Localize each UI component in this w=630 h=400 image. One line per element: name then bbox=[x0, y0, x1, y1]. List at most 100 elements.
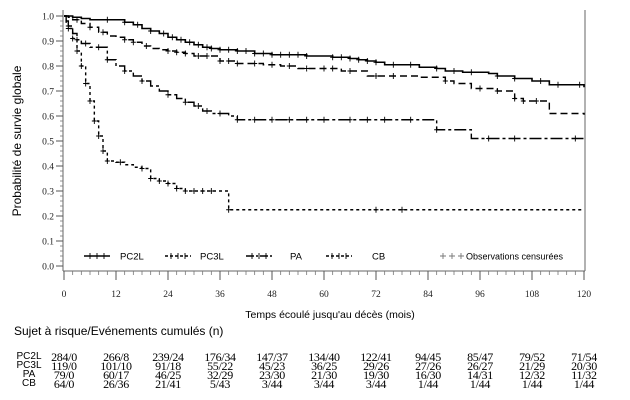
x-tick-label: 60 bbox=[319, 290, 329, 300]
censor-mark bbox=[408, 61, 414, 68]
legend-item-pc3l: PC3L bbox=[165, 252, 224, 263]
censor-mark bbox=[195, 53, 201, 59]
risk-cell: 79/52 bbox=[519, 350, 545, 364]
censor-mark bbox=[200, 188, 206, 194]
censor-mark bbox=[252, 116, 258, 123]
censor-mark bbox=[304, 65, 310, 72]
censor-mark bbox=[252, 60, 258, 67]
censor-mark bbox=[533, 98, 539, 104]
x-tick-label: 12 bbox=[111, 290, 121, 300]
x-tick-label: 120 bbox=[577, 290, 592, 300]
censor-mark bbox=[161, 30, 167, 37]
y-tick-label: 0.6 bbox=[42, 113, 54, 123]
risk-table-title: Sujet à risque/Evénements cumulés (n) bbox=[14, 324, 224, 338]
risk-cell: 1/44 bbox=[417, 377, 439, 391]
censor-mark bbox=[178, 36, 184, 43]
risk-cell: 60/17 bbox=[103, 368, 129, 382]
plot-frame bbox=[62, 10, 586, 272]
x-axis: 0 12 24 36 48 60 72 84 96 108 120 bbox=[62, 271, 592, 300]
censor-mark bbox=[234, 116, 240, 123]
censor-mark bbox=[139, 165, 145, 172]
censor-mark bbox=[65, 25, 71, 32]
censor-mark bbox=[91, 118, 97, 124]
censor-mark bbox=[204, 53, 210, 59]
risk-cell: 1/44 bbox=[469, 377, 491, 391]
risk-cell: 122/41 bbox=[360, 350, 392, 364]
censor-mark bbox=[104, 16, 110, 23]
risk-cell: 1/44 bbox=[573, 377, 595, 391]
censor-mark bbox=[226, 206, 232, 213]
censor-mark bbox=[269, 116, 275, 123]
censor-mark bbox=[70, 35, 76, 42]
censor-mark bbox=[217, 46, 223, 53]
risk-cell: 3/44 bbox=[365, 377, 387, 391]
legend-censored-label: Observations censurées bbox=[466, 252, 564, 262]
y-tick-label: 0.5 bbox=[42, 138, 54, 148]
censor-mark bbox=[512, 95, 518, 102]
censored-plus-icon bbox=[440, 253, 446, 259]
censor-mark bbox=[174, 185, 180, 192]
risk-cell: 29/26 bbox=[363, 359, 389, 373]
censor-mark bbox=[390, 61, 396, 68]
censor-mark bbox=[321, 65, 327, 72]
risk-cell: 21/41 bbox=[155, 377, 181, 391]
censor-mark bbox=[347, 68, 353, 74]
censor-mark bbox=[494, 88, 500, 94]
curve-pc3l bbox=[64, 15, 585, 115]
censor-mark bbox=[373, 206, 379, 213]
y-tick-label: 0.2 bbox=[42, 213, 54, 223]
censor-mark bbox=[512, 135, 518, 142]
censor-mark bbox=[104, 56, 110, 63]
legend-label: CB bbox=[372, 252, 385, 263]
censor-mark bbox=[83, 80, 89, 87]
censor-mark bbox=[399, 206, 405, 213]
censor-mark bbox=[122, 68, 128, 74]
censor-mark bbox=[139, 78, 145, 84]
risk-cell: 55/22 bbox=[207, 359, 233, 373]
risk-cell: 85/47 bbox=[467, 350, 493, 364]
x-tick-label: 0 bbox=[62, 290, 67, 300]
risk-cell: 94/45 bbox=[415, 350, 441, 364]
y-tick-label: 0.8 bbox=[42, 63, 54, 73]
risk-cell: 3/44 bbox=[261, 377, 283, 391]
censor-mark bbox=[204, 108, 210, 114]
censor-mark bbox=[330, 65, 336, 72]
censor-mark bbox=[226, 46, 232, 53]
x-tick-label: 72 bbox=[371, 290, 381, 300]
risk-cell: 21/30 bbox=[311, 368, 337, 382]
risk-cell: 239/24 bbox=[152, 350, 184, 364]
censor-mark bbox=[169, 34, 175, 41]
censor-mark bbox=[278, 51, 284, 58]
curve-pc2l bbox=[64, 15, 585, 88]
censor-mark bbox=[165, 180, 171, 187]
censor-mark bbox=[304, 53, 310, 59]
risk-cell: 64/0 bbox=[53, 377, 75, 391]
censor-mark bbox=[286, 51, 292, 58]
y-axis-label: Probabilité de survie globale bbox=[10, 65, 24, 216]
censor-mark bbox=[477, 85, 483, 92]
legend-item-cb: CB bbox=[326, 252, 385, 263]
censor-mark bbox=[100, 148, 106, 154]
censor-mark bbox=[165, 91, 171, 98]
censor-mark bbox=[330, 54, 336, 61]
risk-cell: 11/32 bbox=[571, 368, 597, 382]
censor-mark bbox=[390, 73, 396, 79]
legend-item-censored: Observations censurées bbox=[440, 252, 564, 262]
censor-mark bbox=[130, 39, 136, 46]
x-tick-label: 36 bbox=[215, 290, 225, 300]
censor-mark bbox=[243, 48, 249, 54]
risk-cell: 27/26 bbox=[415, 359, 441, 373]
censor-mark bbox=[486, 135, 492, 142]
risk-row-pa: PA 79/0 60/17 46/25 32/29 23/30 21/30 19/30 16/3… bbox=[0, 368, 630, 382]
censor-mark bbox=[148, 28, 154, 34]
risk-cell: 176/34 bbox=[204, 350, 236, 364]
risk-cell: 45/23 bbox=[259, 359, 285, 373]
censor-mark bbox=[434, 126, 440, 133]
censor-mark bbox=[356, 56, 362, 63]
censor-mark bbox=[87, 24, 93, 31]
censor-mark bbox=[577, 81, 583, 88]
censor-mark bbox=[148, 175, 154, 182]
y-tick-label: 1.0 bbox=[42, 13, 54, 23]
censor-mark bbox=[442, 78, 448, 84]
legend: PC2L PC3L PA CB Observations censurées bbox=[84, 252, 564, 263]
